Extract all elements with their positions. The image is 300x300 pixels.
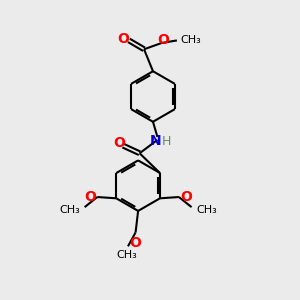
Text: O: O xyxy=(130,236,142,250)
Text: CH₃: CH₃ xyxy=(59,205,80,215)
Text: O: O xyxy=(118,32,130,46)
Text: CH₃: CH₃ xyxy=(116,250,137,260)
Text: O: O xyxy=(180,190,192,204)
Text: O: O xyxy=(113,136,125,150)
Text: O: O xyxy=(157,33,169,47)
Text: O: O xyxy=(84,190,96,204)
Text: CH₃: CH₃ xyxy=(181,35,201,45)
Text: CH₃: CH₃ xyxy=(196,205,217,215)
Text: H: H xyxy=(162,135,171,148)
Text: N: N xyxy=(150,134,162,148)
